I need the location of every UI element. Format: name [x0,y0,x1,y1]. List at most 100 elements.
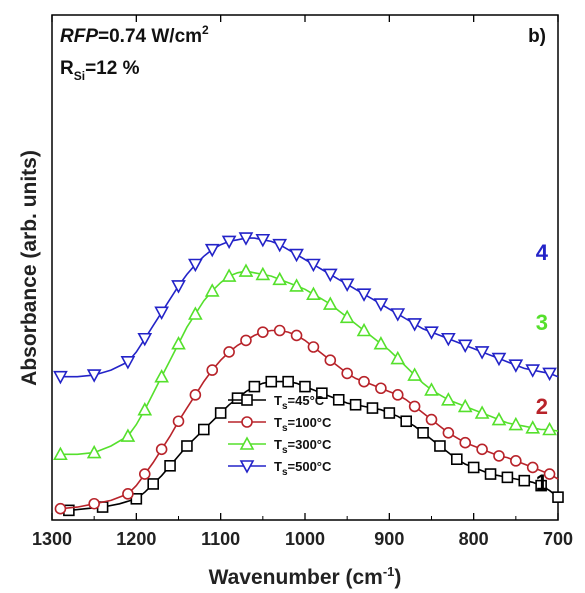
legend-label-sub: s [282,467,288,478]
data-point [341,367,353,380]
data-point [373,298,389,312]
data-point [206,364,219,376]
data-point [154,306,169,321]
legend-label-sub: s [282,445,288,456]
legend-label-sub: s [282,401,288,412]
data-point [424,382,439,396]
data-point [214,407,227,419]
data-point [339,309,355,324]
data-point [425,413,438,426]
data-point [525,364,541,378]
legend-label-suffix: =500°C [288,459,332,474]
legend-marker [241,394,253,406]
data-point [248,380,261,393]
data-point [282,375,294,388]
data-point [154,369,169,383]
data-point [137,332,153,347]
data-point [122,488,134,500]
data-point [221,235,237,250]
data-point [543,468,556,480]
data-point [510,455,522,467]
data-point [322,296,338,310]
annotation-rsi-value: =12 % [85,58,140,79]
data-point [424,326,439,340]
data-point [198,423,210,436]
legend-entry: Ts=500°C [228,459,332,478]
data-point [322,268,338,283]
legend-label-prefix: T [274,415,282,430]
data-point [273,324,286,337]
data-point [407,367,422,381]
data-point [459,436,472,449]
data-point [54,502,67,515]
data-point [373,336,389,350]
x-axis: 1300 1200 1100 1000 900 800 700 [32,15,573,549]
data-point [299,380,311,393]
legend-label-suffix: =100°C [288,415,332,430]
data-point [265,375,278,388]
data-point [289,248,304,263]
data-point [86,444,102,459]
data-point [518,474,531,487]
x-axis-title-text: Wavenumber (cm [209,566,383,589]
data-point [172,415,185,428]
data-point [255,266,271,281]
legend-label-suffix: =45°C [288,393,325,408]
data-point [204,283,220,297]
x-tick-label: 1000 [285,529,325,549]
data-point [147,478,159,490]
legend-marker [241,416,253,428]
data-point [181,440,193,452]
data-point [356,288,372,302]
data-point [457,339,473,354]
x-axis-title-end: ) [394,566,401,589]
data-point [53,370,68,385]
data-point [188,306,203,320]
data-point [542,367,557,382]
data-point [240,334,252,347]
data-point [526,461,539,474]
data-point [417,426,429,439]
annotation-rfp-label: RFP [60,26,98,47]
data-point [88,497,100,510]
series-line [68,380,559,512]
curve-label: 2 [536,394,548,419]
data-point [476,443,488,456]
legend-label-suffix: =300°C [288,437,332,452]
legend-label: Ts=100°C [274,415,332,434]
data-point [542,421,557,436]
data-point [155,443,168,456]
x-tick-label: 1300 [32,529,72,549]
data-point [221,268,237,282]
legend-marker [239,460,255,474]
series-1: 1 [63,375,564,517]
series-3: 3 [53,263,559,461]
legend-label-prefix: T [274,459,282,474]
legend-entry: Ts=45°C [228,393,325,412]
legend-label: Ts=45°C [274,393,325,412]
data-point [366,402,379,414]
data-point [307,341,320,353]
annotation-rsi-label: R [60,58,74,79]
data-point [356,322,372,337]
data-point [390,308,406,322]
data-point [535,479,547,492]
data-point [316,387,328,400]
series-4: 4 [53,232,559,385]
data-point [457,398,473,413]
data-point [171,280,186,294]
annotation-rfp-sup: 2 [202,23,209,37]
plot-frame [51,14,559,521]
data-point [231,392,244,404]
data-point [484,468,497,480]
data-point [491,352,507,367]
data-point [501,471,514,484]
legend-label-sub: s [282,423,288,434]
data-point [86,369,102,383]
data-point [408,400,421,413]
curve-label: 3 [536,310,548,335]
legend-label: Ts=300°C [274,437,332,456]
data-point [257,326,269,338]
data-point [204,243,220,258]
legend-label-prefix: T [274,437,282,452]
